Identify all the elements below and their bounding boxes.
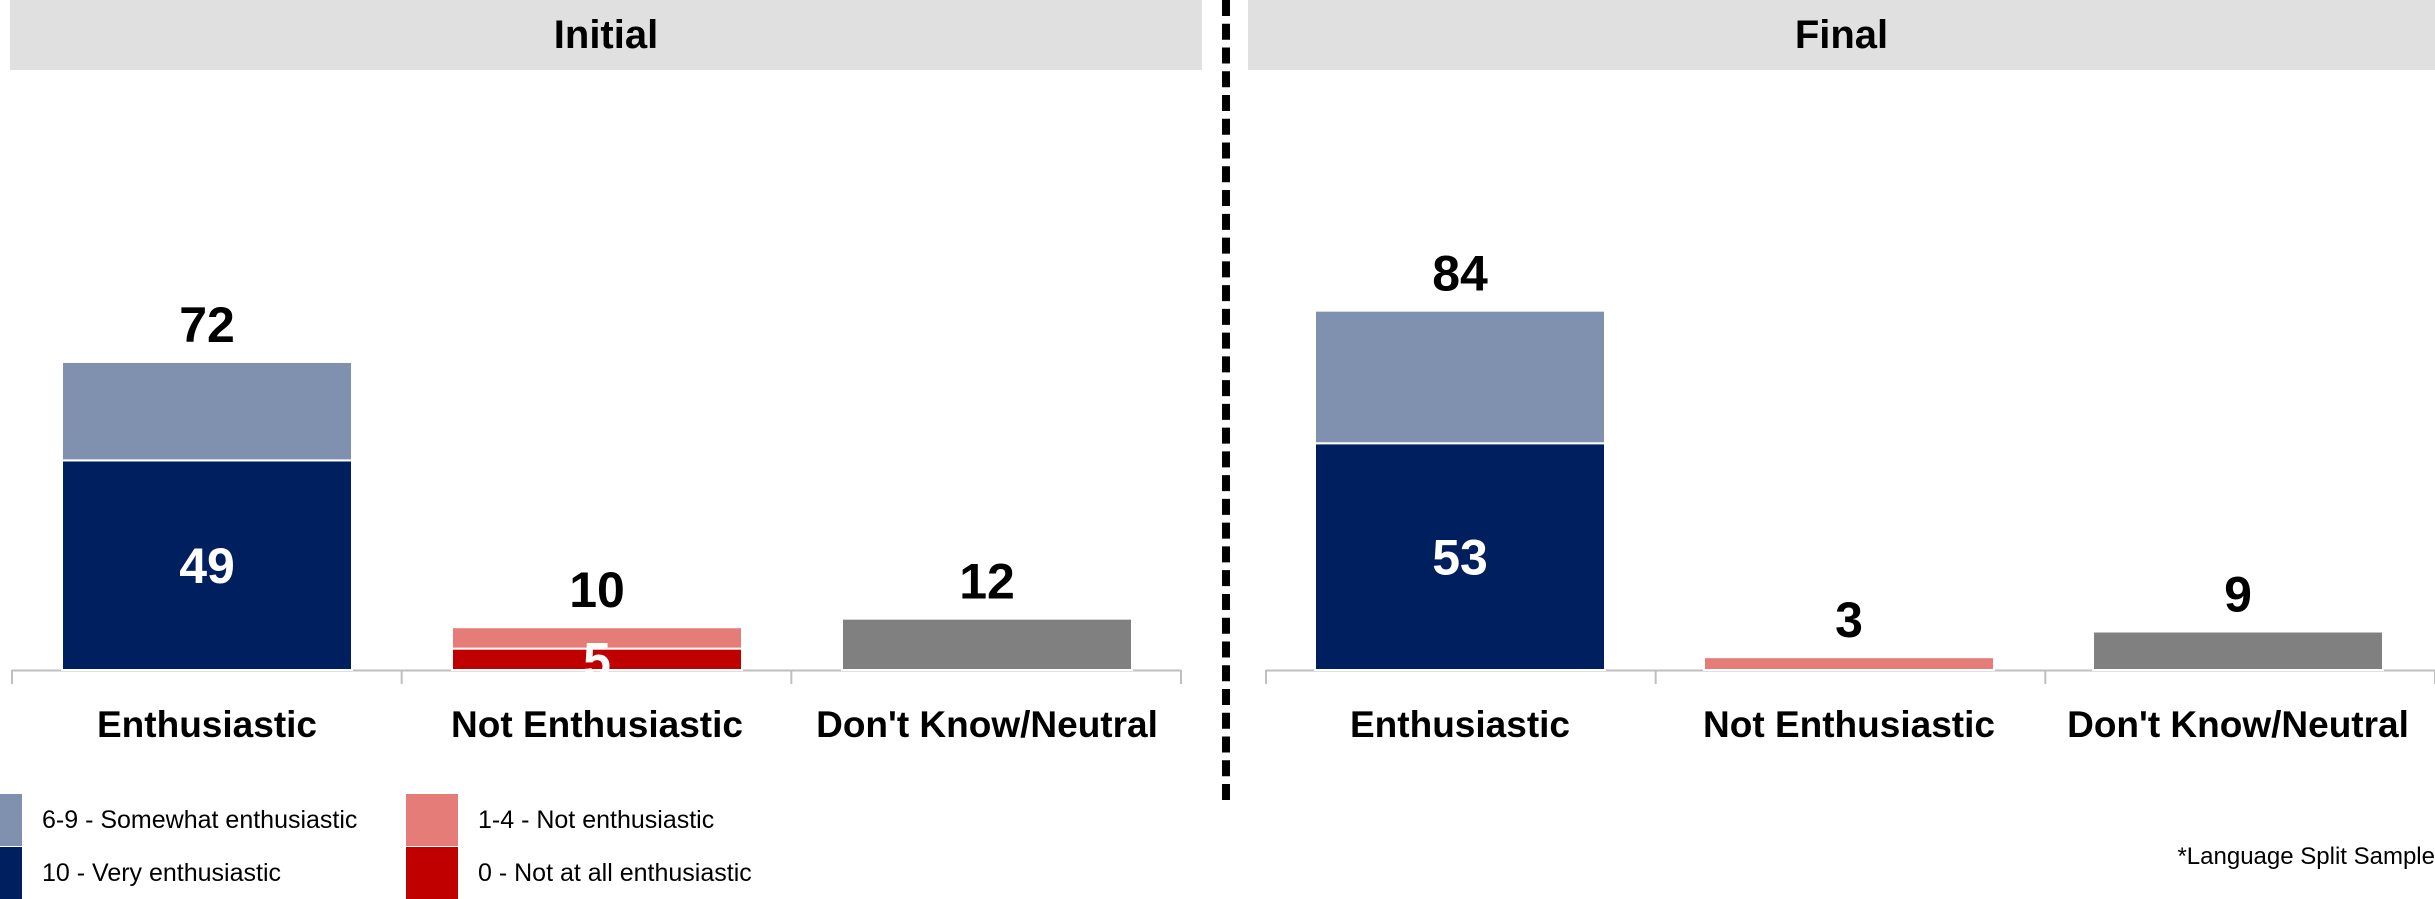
legend-swatch-not-at-all [406, 847, 458, 899]
data-label-total-initial: 72 [179, 297, 235, 353]
data-label-total-final: 3 [1835, 592, 1863, 648]
bar-segment-final [1314, 442, 1606, 671]
data-label-total-final: 9 [2224, 567, 2252, 623]
legend-label-not: 1-4 - Not enthusiastic [478, 805, 715, 834]
legend-swatch-not [406, 794, 458, 846]
bar-segment-initial [61, 459, 353, 671]
legend-swatch-very [0, 847, 22, 899]
category-label-initial: Don't Know/Neutral [816, 704, 1158, 745]
data-label-total-final: 84 [1432, 246, 1488, 302]
data-label-total-initial: 10 [569, 562, 625, 618]
legend-item-not-at-all: 0 - Not at all enthusiastic [406, 847, 752, 899]
panel-title-initial: Initial [10, 0, 1202, 70]
category-label-initial: Enthusiastic [97, 704, 317, 745]
legend-label-not-at-all: 0 - Not at all enthusiastic [478, 858, 752, 887]
data-label-total-initial: 12 [959, 554, 1015, 610]
bar-segment-initial [841, 617, 1133, 672]
legend-label-very: 10 - Very enthusiastic [42, 858, 282, 887]
bar-segment-final [1314, 309, 1606, 445]
category-label-final: Not Enthusiastic [1703, 704, 1995, 745]
data-label-inner-initial: 49 [179, 538, 235, 594]
bar-segment-final [1703, 656, 1995, 672]
bar-segment-initial [61, 361, 353, 462]
panel-divider [1222, 0, 1230, 800]
category-label-initial: Not Enthusiastic [451, 704, 743, 745]
legend-item-somewhat: 6-9 - Somewhat enthusiastic [0, 794, 357, 846]
legend-item-very: 10 - Very enthusiastic [0, 847, 281, 899]
bar-segment-final [2092, 630, 2384, 671]
legend-label-somewhat: 6-9 - Somewhat enthusiastic [42, 805, 358, 834]
category-label-final: Enthusiastic [1350, 704, 1570, 745]
footnote: *Language Split Sample [2177, 843, 2435, 870]
data-label-inner-initial: 5 [583, 632, 611, 688]
panel-title-final: Final [1248, 0, 2435, 70]
bar-segment-initial [451, 626, 743, 650]
data-label-inner-final: 53 [1432, 530, 1488, 586]
legend-swatch-somewhat [0, 794, 22, 846]
legend-item-not: 1-4 - Not enthusiastic [406, 794, 714, 846]
category-label-final: Don't Know/Neutral [2067, 704, 2409, 745]
